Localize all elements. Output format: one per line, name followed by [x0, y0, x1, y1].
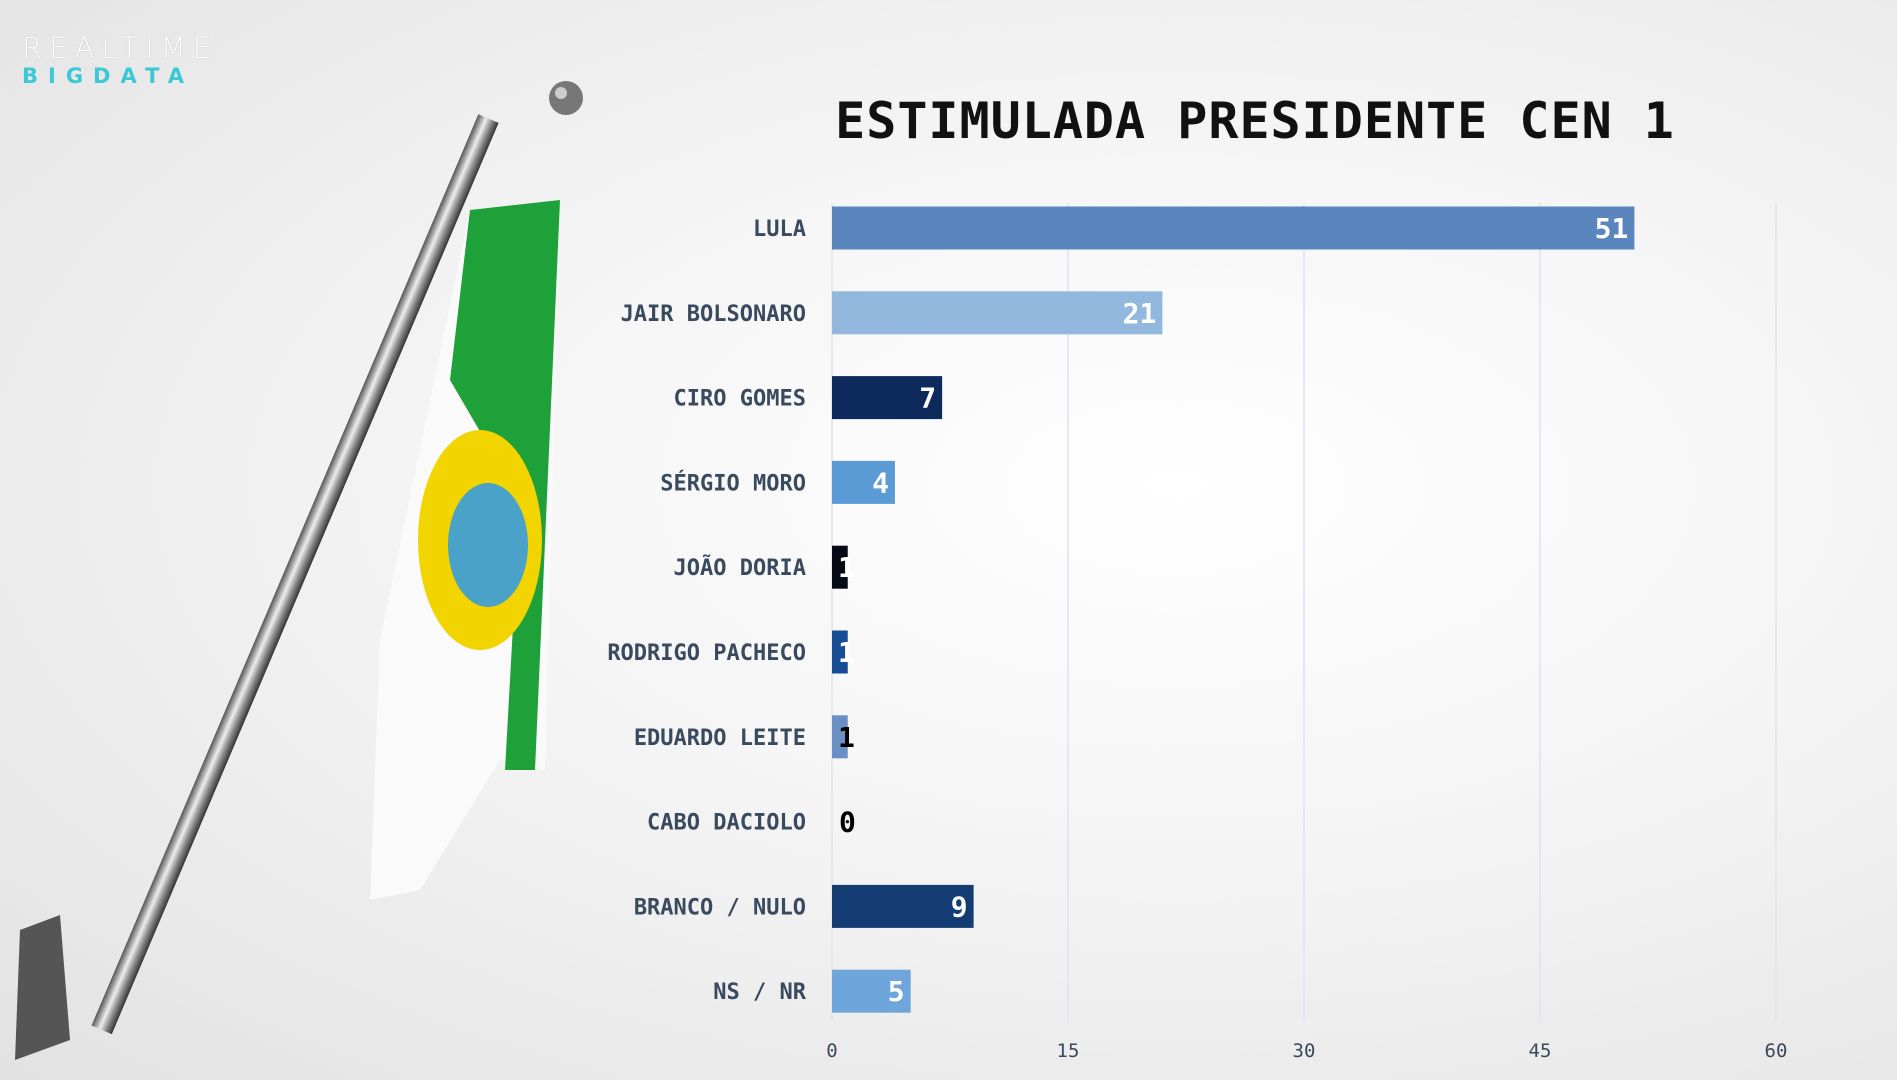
bar	[832, 206, 1635, 250]
category-label: BRANCO / NULO	[634, 895, 806, 920]
data-label: 5	[888, 975, 905, 1008]
category-label: CABO DACIOLO	[647, 811, 806, 836]
category-label: SÉRGIO MORO	[660, 470, 806, 496]
bar	[832, 460, 895, 504]
category-label: JOÃO DORIA	[674, 555, 806, 581]
bar	[832, 376, 943, 420]
bar	[832, 630, 848, 674]
realtime-bigdata-logo: REALTIME BIGDATA	[22, 32, 218, 88]
logo-line1: REALTIME	[22, 31, 219, 65]
x-tick-label: 60	[1765, 1040, 1788, 1062]
chart-title: ESTIMULADA PRESIDENTE CEN 1	[835, 92, 1675, 150]
rio-grande-do-norte-flag-illustration	[15, 81, 583, 1060]
category-label: RODRIGO PACHECO	[607, 641, 806, 666]
bar	[832, 969, 911, 1013]
x-tick-label: 45	[1529, 1040, 1552, 1062]
bar	[832, 715, 848, 759]
category-label: NS / NR	[713, 980, 806, 1005]
x-tick-label: 30	[1293, 1040, 1316, 1062]
bar	[832, 291, 1163, 335]
data-label: 4	[872, 466, 889, 499]
data-label: 1	[838, 721, 855, 754]
x-tick-label: 0	[826, 1040, 837, 1062]
data-label: 9	[951, 890, 968, 923]
logo-line2: BIGDATA	[22, 64, 195, 88]
x-tick-label: 15	[1057, 1040, 1080, 1062]
category-label: LULA	[753, 217, 806, 242]
bar	[832, 545, 848, 589]
data-label: 7	[919, 382, 936, 415]
category-label: CIRO GOMES	[674, 387, 806, 412]
data-label: 1	[838, 551, 855, 584]
data-label: 0	[839, 806, 856, 839]
bar	[832, 884, 974, 928]
category-label: EDUARDO LEITE	[634, 726, 806, 751]
data-label: 1	[838, 636, 855, 669]
category-label: JAIR BOLSONARO	[621, 302, 806, 327]
data-label: 21	[1123, 297, 1157, 330]
data-label: 51	[1595, 212, 1629, 245]
